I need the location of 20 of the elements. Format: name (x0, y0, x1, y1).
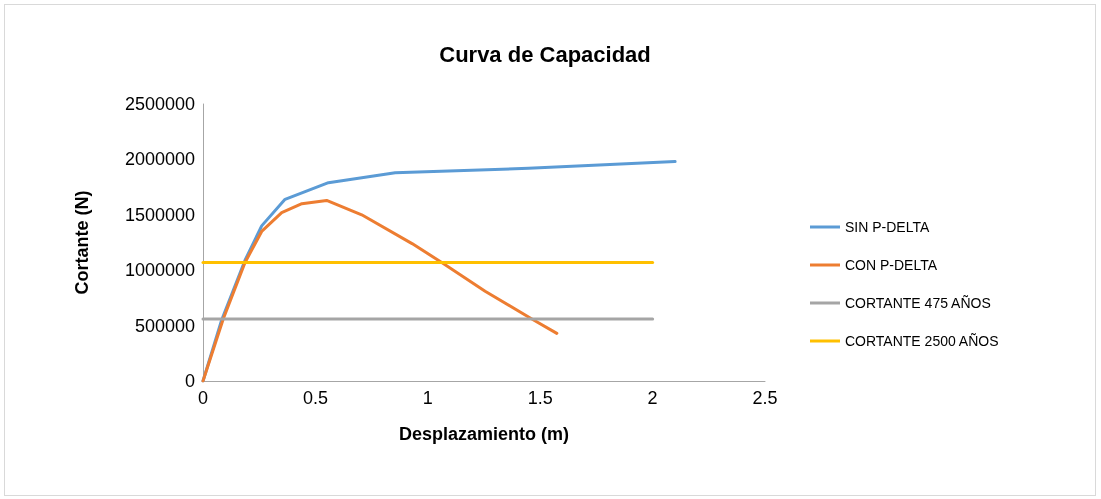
chart-title: Curva de Capacidad (439, 41, 651, 67)
y-tick-label: 2000000 (124, 149, 195, 170)
y-tick-label: 1000000 (124, 260, 195, 281)
y-tick-label: 2500000 (124, 94, 195, 114)
legend-label: CORTANTE 475 AÑOS (845, 295, 991, 311)
line-series (201, 198, 559, 383)
y-tick-label: 0 (184, 371, 195, 391)
x-tick-label: 2 (647, 388, 658, 408)
x-tick-label: 2.5 (752, 388, 778, 408)
x-axis-title: Desplazamiento (m) (398, 424, 570, 444)
legend-label: SIN P-DELTA (845, 219, 930, 235)
legend-label: CON P-DELTA (845, 257, 938, 273)
x-tick-label: 1.5 (527, 388, 553, 408)
x-tick-label: 1 (422, 388, 433, 408)
x-tick-label: 0 (197, 388, 209, 408)
x-tick-label: 0.5 (302, 388, 328, 408)
y-tick-label: 500000 (134, 315, 195, 336)
y-tick-label: 1500000 (124, 204, 195, 225)
legend-label: CORTANTE 2500 AÑOS (845, 333, 999, 349)
y-axis-title: Cortante (N) (72, 190, 92, 295)
